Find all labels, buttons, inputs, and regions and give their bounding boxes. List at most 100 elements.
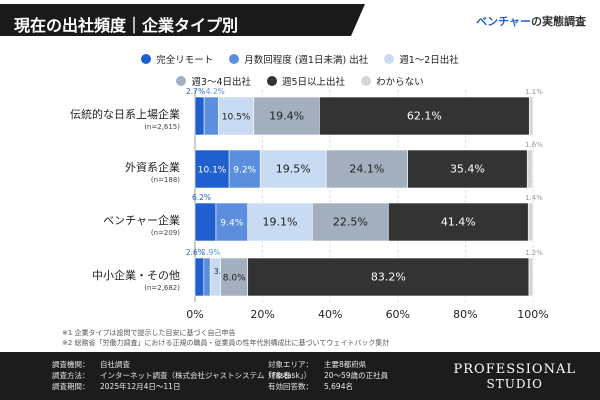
legend-label: わからない <box>376 77 424 88</box>
bar-segment <box>526 149 533 189</box>
data-label: 1.2% <box>525 249 543 257</box>
footnote-1: ※1 企業タイプは設問で提示した目安に基づく自己申告 <box>62 329 236 337</box>
bar-segment <box>319 96 530 136</box>
data-label: 4.2% <box>206 87 225 96</box>
legend-label: 週1〜2日出社 <box>399 55 459 66</box>
data-label: 41.4% <box>441 216 476 229</box>
data-label: 22.5% <box>333 216 368 229</box>
bar-segment <box>194 96 205 136</box>
legend-item-3-4-days: 週3〜4日出社 <box>176 74 251 88</box>
x-tick-label: 80% <box>453 308 477 321</box>
data-label: 2.7% <box>186 87 205 96</box>
category-sample-size: (n=188) <box>151 176 180 184</box>
bar-segment <box>253 96 320 136</box>
category-sample-size: (n=2,615) <box>144 123 180 131</box>
footer-value: 5,694名 <box>324 382 353 391</box>
legend-dot <box>384 54 395 64</box>
legend-row-1: 完全リモート 月数回程度 (週1日未満) 出社 週1〜2日出社 <box>0 52 600 66</box>
bar-segment <box>220 257 249 297</box>
legend-label: 週5日以上出社 <box>282 77 346 88</box>
bar-segment <box>194 149 230 189</box>
stacked-bar-chart: 伝統的な日系上場企業 (n=2,615) 2.7% 4.2% 10.5% 19.4% 62.… <box>70 87 549 321</box>
bar-segment <box>528 96 534 136</box>
footer-row: 調査期間： 2025年12月4日〜11日 <box>52 381 311 392</box>
footer-value: 自社調査 <box>100 360 130 369</box>
legend-label: 週3〜4日出社 <box>191 77 252 88</box>
legend-dot <box>176 76 187 86</box>
legend-item-1-2-days: 週1〜2日出社 <box>384 52 459 66</box>
footer-row: 対象エリア： 主要8都府県 <box>268 359 388 370</box>
bar-segment <box>388 202 529 242</box>
data-label: 10.5% <box>222 113 251 123</box>
bar-segment <box>311 202 389 242</box>
bar-segment <box>209 257 221 297</box>
category-label: 伝統的な日系上場企業 <box>70 107 180 121</box>
legend-item-full-remote: 完全リモート <box>141 52 213 66</box>
bar-segment <box>247 257 530 297</box>
subtitle-highlight: ベンチャー <box>476 15 531 28</box>
data-label: 83.2% <box>371 271 406 284</box>
brand-line-1: PROFESSIONAL <box>453 362 576 377</box>
legend-dot <box>141 54 152 64</box>
footnotes: ※1 企業タイプは設問で提示した目安に基づく自己申告 ※2 総務省「労働力調査」… <box>62 328 389 348</box>
bar-segment <box>325 149 408 189</box>
footer-value: 20〜59歳の正社員 <box>324 371 389 380</box>
legend-dot <box>267 76 278 86</box>
brand-line-2: STUDIO <box>486 377 544 391</box>
x-tick-label: 20% <box>250 308 274 321</box>
bar-segment <box>203 96 219 136</box>
footer-key: 対象者： <box>268 371 298 380</box>
footer-target-info: 対象エリア： 主要8都府県 対象者： 20〜59歳の正社員 有効回答数： 5,694名 <box>268 359 388 392</box>
title-bar: 現在の出社頻度｜企業タイプ別 <box>0 4 365 36</box>
legend-label: 完全リモート <box>156 55 214 66</box>
data-label: 9.2% <box>233 166 256 176</box>
bar-segment <box>228 149 261 189</box>
legend-item-monthly: 月数回程度 (週1日未満) 出社 <box>229 52 368 66</box>
footer: 調査機関： 自社調査 調査方法： インターネット調査（株式会社ジャストシステム「Fa… <box>0 352 600 400</box>
data-label: 6.2% <box>192 193 211 202</box>
footer-value: インターネット調査（株式会社ジャストシステム「Fastask」） <box>100 371 312 380</box>
category-sample-size: (n=209) <box>151 229 180 237</box>
data-label: 9.4% <box>220 219 243 229</box>
footer-key: 調査期間： <box>52 382 90 391</box>
subtitle-rest: の実態調査 <box>531 15 586 28</box>
footer-key: 有効回答数： <box>268 382 313 391</box>
bar-segment <box>218 96 255 136</box>
legend-item-5-days: 週5日以上出社 <box>267 74 345 88</box>
footer-row: 対象者： 20〜59歳の正社員 <box>268 370 388 381</box>
footer-value: 主要8都府県 <box>324 360 367 369</box>
data-label: 2.6% <box>186 248 205 257</box>
footer-row: 有効回答数： 5,694名 <box>268 381 388 392</box>
data-label: 35.4% <box>450 163 485 176</box>
bar-segment <box>247 202 313 242</box>
chart-legend: 完全リモート 月数回程度 (週1日未満) 出社 週1〜2日出社 週3〜4日出社 … <box>0 52 600 96</box>
data-label: 62.1% <box>407 110 442 123</box>
data-label: 1.1% <box>525 88 543 96</box>
data-label: 10.1% <box>198 166 227 176</box>
brand-logo: PROFESSIONAL STUDIO <box>454 362 576 392</box>
bar-segment <box>203 257 211 297</box>
bar-segment <box>194 257 205 297</box>
bar-segment <box>527 202 534 242</box>
footer-survey-info: 調査機関： 自社調査 調査方法： インターネット調査（株式会社ジャストシステム「Fa… <box>52 359 311 392</box>
legend-row-2: 週3〜4日出社 週5日以上出社 わからない <box>0 74 600 88</box>
bar-segment <box>259 149 327 189</box>
data-label: 19.4% <box>269 110 304 123</box>
footer-value: 2025年12月4日〜11日 <box>100 382 181 391</box>
category-label: ベンチャー企業 <box>103 213 180 227</box>
legend-label: 月数回程度 (週1日未満) 出社 <box>244 55 369 66</box>
x-tick-label: 0% <box>186 308 203 321</box>
data-label: 24.1% <box>349 163 384 176</box>
footer-key: 調査方法： <box>52 371 90 380</box>
data-label: 1.6% <box>525 141 543 149</box>
category-sample-size: (n=2,682) <box>144 284 180 292</box>
category-label: 外資系企業 <box>125 160 180 174</box>
bar-segment <box>194 202 217 242</box>
legend-item-unknown: わからない <box>361 74 424 88</box>
bar-segment <box>407 149 528 189</box>
subtitle: ベンチャーの実態調査 <box>476 13 586 29</box>
category-label: 中小企業・その他 <box>92 268 180 282</box>
data-label: 19.5% <box>276 163 311 176</box>
x-tick-label: 40% <box>318 308 342 321</box>
footnote-2: ※2 総務省「労働力調査」における正規の職員・従業員の性年代別構成比に基づいてウ… <box>62 339 390 347</box>
